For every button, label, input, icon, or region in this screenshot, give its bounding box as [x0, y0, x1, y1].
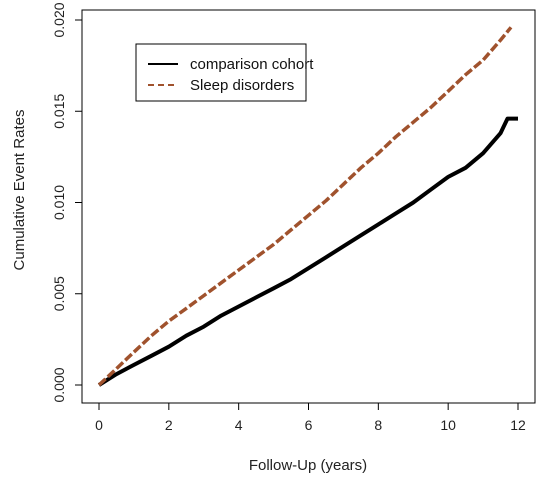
x-tick-label: 2	[165, 417, 173, 433]
x-tick-label: 0	[95, 417, 103, 433]
legend-label-comparison: comparison cohort	[190, 56, 314, 73]
y-tick-label: 0.015	[51, 94, 67, 129]
y-tick-label: 0.010	[51, 185, 67, 220]
legend-box	[135, 43, 307, 102]
series-line-0	[97, 116, 518, 387]
y-tick-label: 0.000	[51, 367, 67, 402]
x-tick-label: 10	[440, 417, 456, 433]
x-axis-title: Follow-Up (years)	[249, 457, 367, 474]
y-axis: 0.000 0.005 0.010 0.015 0.020	[51, 2, 83, 403]
legend: comparison cohort Sleep disorders	[135, 43, 314, 102]
x-axis: 0 2 4 6 8 10 12	[95, 402, 526, 433]
legend-label-sleep: Sleep disorders	[190, 77, 294, 94]
x-tick-label: 4	[235, 417, 243, 433]
x-tick-label: 6	[305, 417, 313, 433]
x-tick-label: 8	[374, 417, 382, 433]
y-axis-title: Cumulative Event Rates	[11, 110, 28, 271]
y-tick-label: 0.005	[51, 276, 67, 311]
x-tick-label: 12	[510, 417, 526, 433]
y-tick-label: 0.020	[51, 2, 67, 37]
series-layer	[97, 26, 518, 387]
series-line-1	[97, 26, 513, 387]
